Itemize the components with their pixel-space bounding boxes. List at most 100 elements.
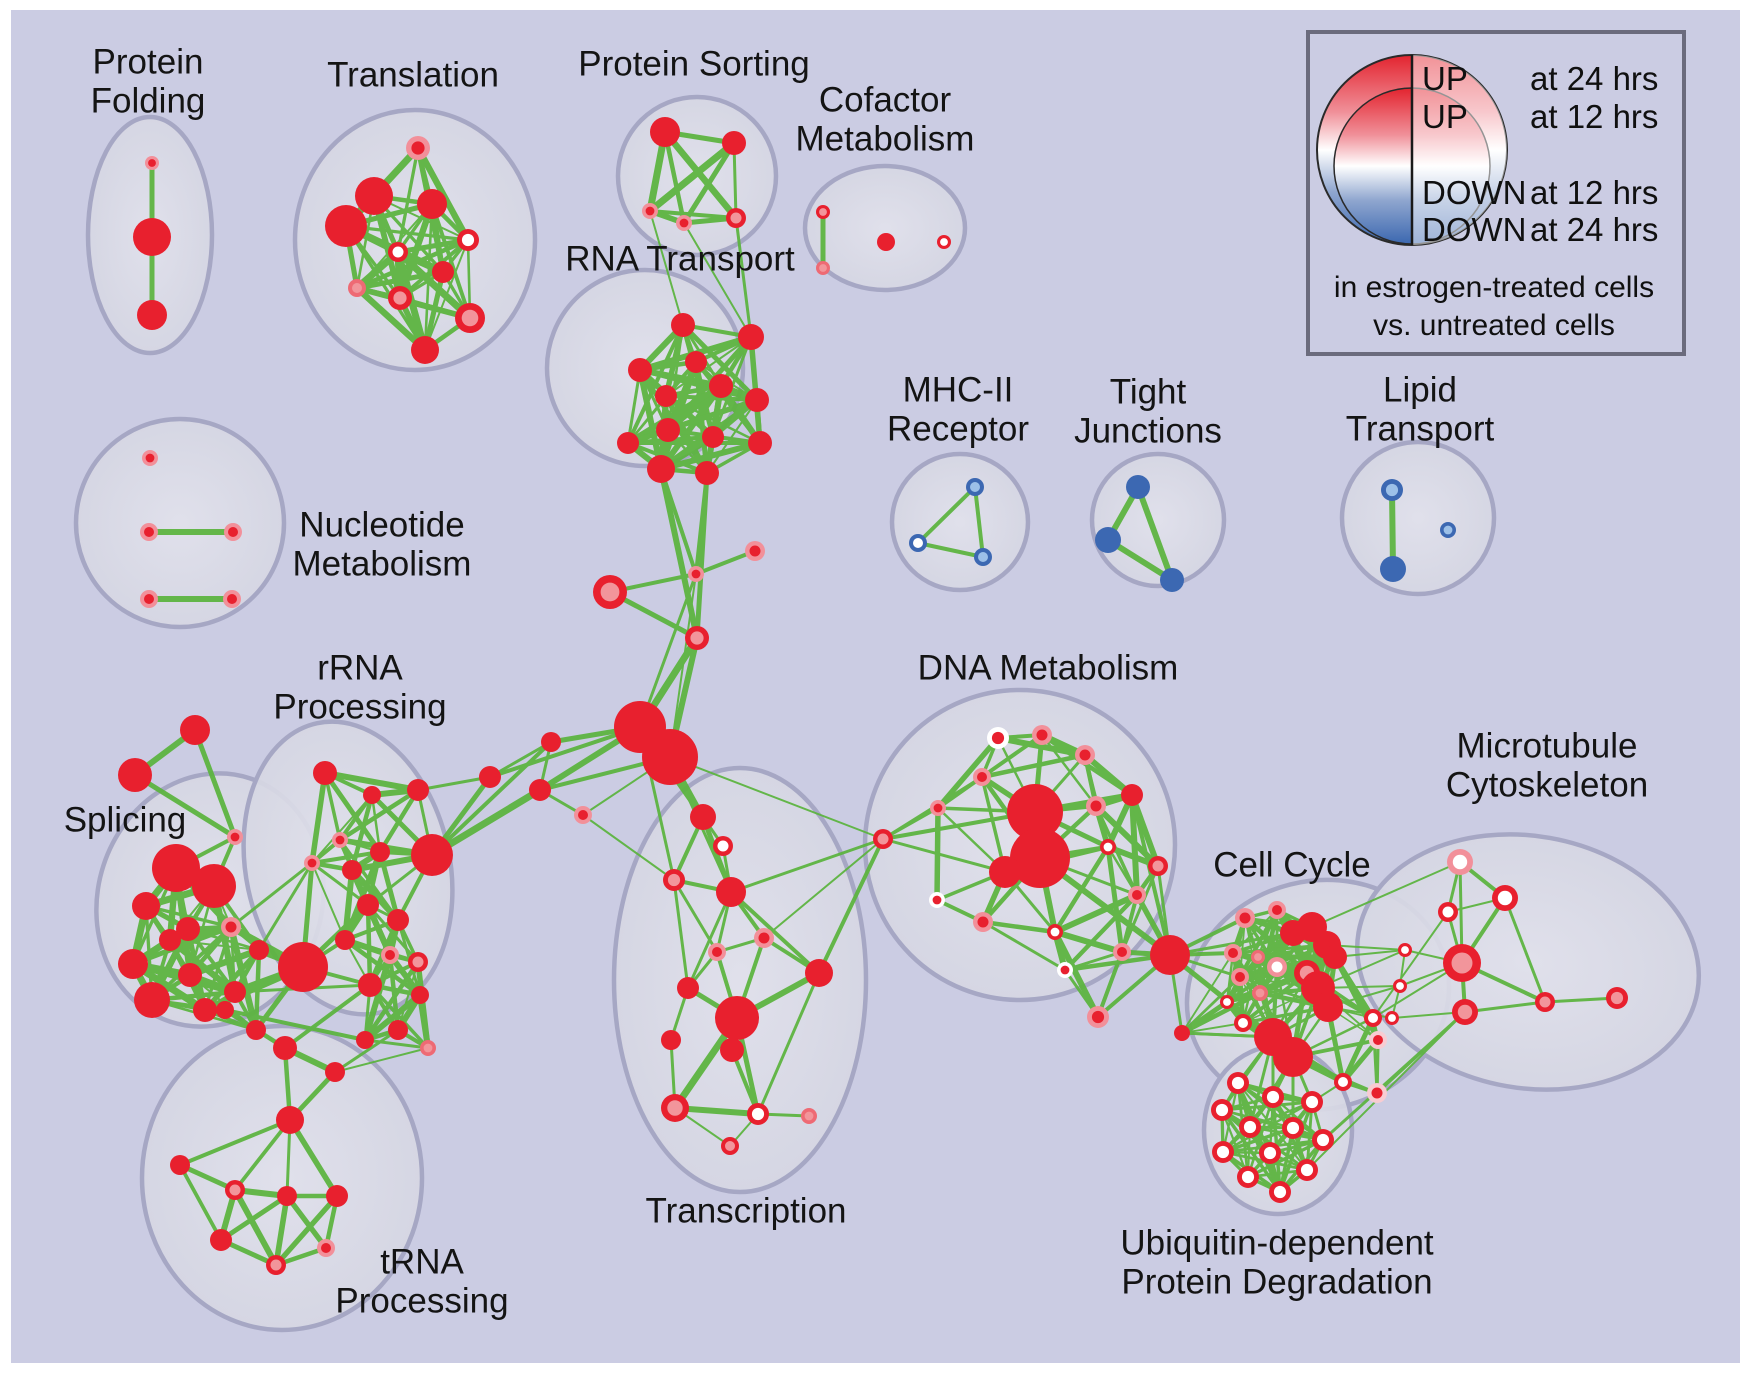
node-ring: [715, 996, 759, 1040]
node-mc-2: [1438, 902, 1458, 922]
edge-mc: [1543, 996, 1619, 1004]
node-core: [1103, 842, 1113, 852]
node-core: [1152, 860, 1164, 872]
node-ring: [417, 189, 447, 219]
edge-rr: [322, 770, 383, 855]
node-ub-11: [1269, 1181, 1291, 1203]
edge-tc: [672, 878, 690, 990]
edge-rt: [665, 336, 752, 397]
node-ring: [1273, 1037, 1313, 1077]
node-ring: [325, 205, 367, 247]
edge-link: [649, 210, 684, 326]
node-ring: [170, 1155, 190, 1175]
node-tc-2: [663, 869, 685, 891]
node-nm-2: [224, 523, 242, 541]
edge-mhc: [916, 541, 985, 559]
node-nm-3: [140, 590, 158, 608]
node-ub-6: [1312, 1129, 1334, 1151]
node-mc-1: [1492, 885, 1518, 911]
node-ring: [276, 1106, 304, 1134]
node-ub-4: [1239, 1116, 1261, 1138]
node-ps-3: [676, 215, 692, 231]
node-core: [991, 731, 1005, 745]
node-ring: [541, 732, 561, 752]
cluster-ellipse-nm: [73, 416, 287, 630]
legend-direction-2: DOWN: [1422, 174, 1526, 211]
node-ub-9: [1296, 1159, 1318, 1181]
node-core: [1371, 1087, 1383, 1099]
node-core: [1338, 1077, 1348, 1087]
cluster-label-nm: Nucleotide: [299, 506, 464, 545]
node-ring: [216, 1001, 234, 1019]
edge-link: [283, 983, 372, 1050]
node-mc-7: [1452, 999, 1478, 1025]
node-ps-0: [650, 117, 680, 147]
node-dm-19: [1150, 935, 1190, 975]
node-dm-2: [1075, 745, 1095, 765]
node-sp-6: [178, 963, 202, 987]
node-cc-1: [1268, 901, 1286, 919]
node-core: [1266, 1090, 1280, 1104]
node-cc-22: [1174, 1025, 1190, 1041]
node-cc-9: [1252, 985, 1268, 1001]
node-ring: [325, 1062, 345, 1082]
node-lt-2: [1440, 522, 1456, 538]
node-core: [1235, 972, 1245, 982]
node-ring: [738, 324, 764, 350]
node-sp-10: [249, 940, 269, 960]
node-core: [730, 212, 742, 224]
node-sp-11: [278, 942, 328, 992]
edge-trn: [178, 1163, 223, 1242]
edge-link: [683, 222, 752, 338]
edge-dm: [979, 752, 1088, 780]
node-rr-6: [370, 842, 390, 862]
cluster-label-trn: Processing: [335, 1282, 508, 1321]
node-cc-20: [1334, 1073, 1352, 1091]
node-core: [1239, 912, 1251, 924]
node-core: [751, 1107, 765, 1121]
node-sp-13: [159, 929, 181, 951]
node-ring: [193, 998, 217, 1022]
node-ring: [685, 351, 707, 373]
node-ring: [137, 300, 167, 330]
node-dm-4: [930, 800, 946, 816]
node-core: [749, 545, 761, 557]
edge-link: [1130, 793, 1172, 957]
edge-rr: [337, 787, 421, 843]
legend-time-3: at 24 hrs: [1530, 211, 1658, 248]
node-core: [225, 921, 237, 933]
node-core: [148, 159, 156, 167]
node-dm-15: [1128, 886, 1146, 904]
node-ring: [1126, 475, 1150, 499]
edge-tc: [686, 890, 733, 990]
edge-rt: [658, 440, 763, 472]
node-core: [819, 264, 827, 272]
node-core: [600, 582, 620, 602]
node-x-1: [593, 575, 627, 609]
node-ring: [1174, 1025, 1190, 1041]
node-cc-5: [1323, 945, 1347, 969]
node-ring: [133, 218, 171, 256]
node-ub-1: [1262, 1086, 1284, 1108]
node-core: [1117, 947, 1127, 957]
edge-rr: [311, 794, 373, 864]
node-tr-2: [325, 205, 367, 247]
edge-dm: [1105, 844, 1125, 955]
nodes-layer: [118, 117, 1628, 1275]
node-core: [392, 246, 404, 258]
node-tc-8: [805, 959, 833, 987]
node-core: [1254, 953, 1262, 961]
edge-rr: [363, 1038, 430, 1050]
legend-direction-0: UP: [1422, 60, 1468, 97]
legend-direction-1: UP: [1422, 98, 1468, 135]
edge-cc: [1232, 909, 1278, 954]
edge-lt: [1389, 487, 1396, 572]
edge-link: [1167, 952, 1276, 1040]
node-rr-9: [387, 909, 409, 931]
node-ring: [357, 894, 379, 916]
edge-mhc: [973, 485, 985, 559]
edge-cc: [1179, 999, 1230, 1036]
node-mhc-0: [966, 478, 984, 496]
edge-mc: [1503, 896, 1547, 1004]
